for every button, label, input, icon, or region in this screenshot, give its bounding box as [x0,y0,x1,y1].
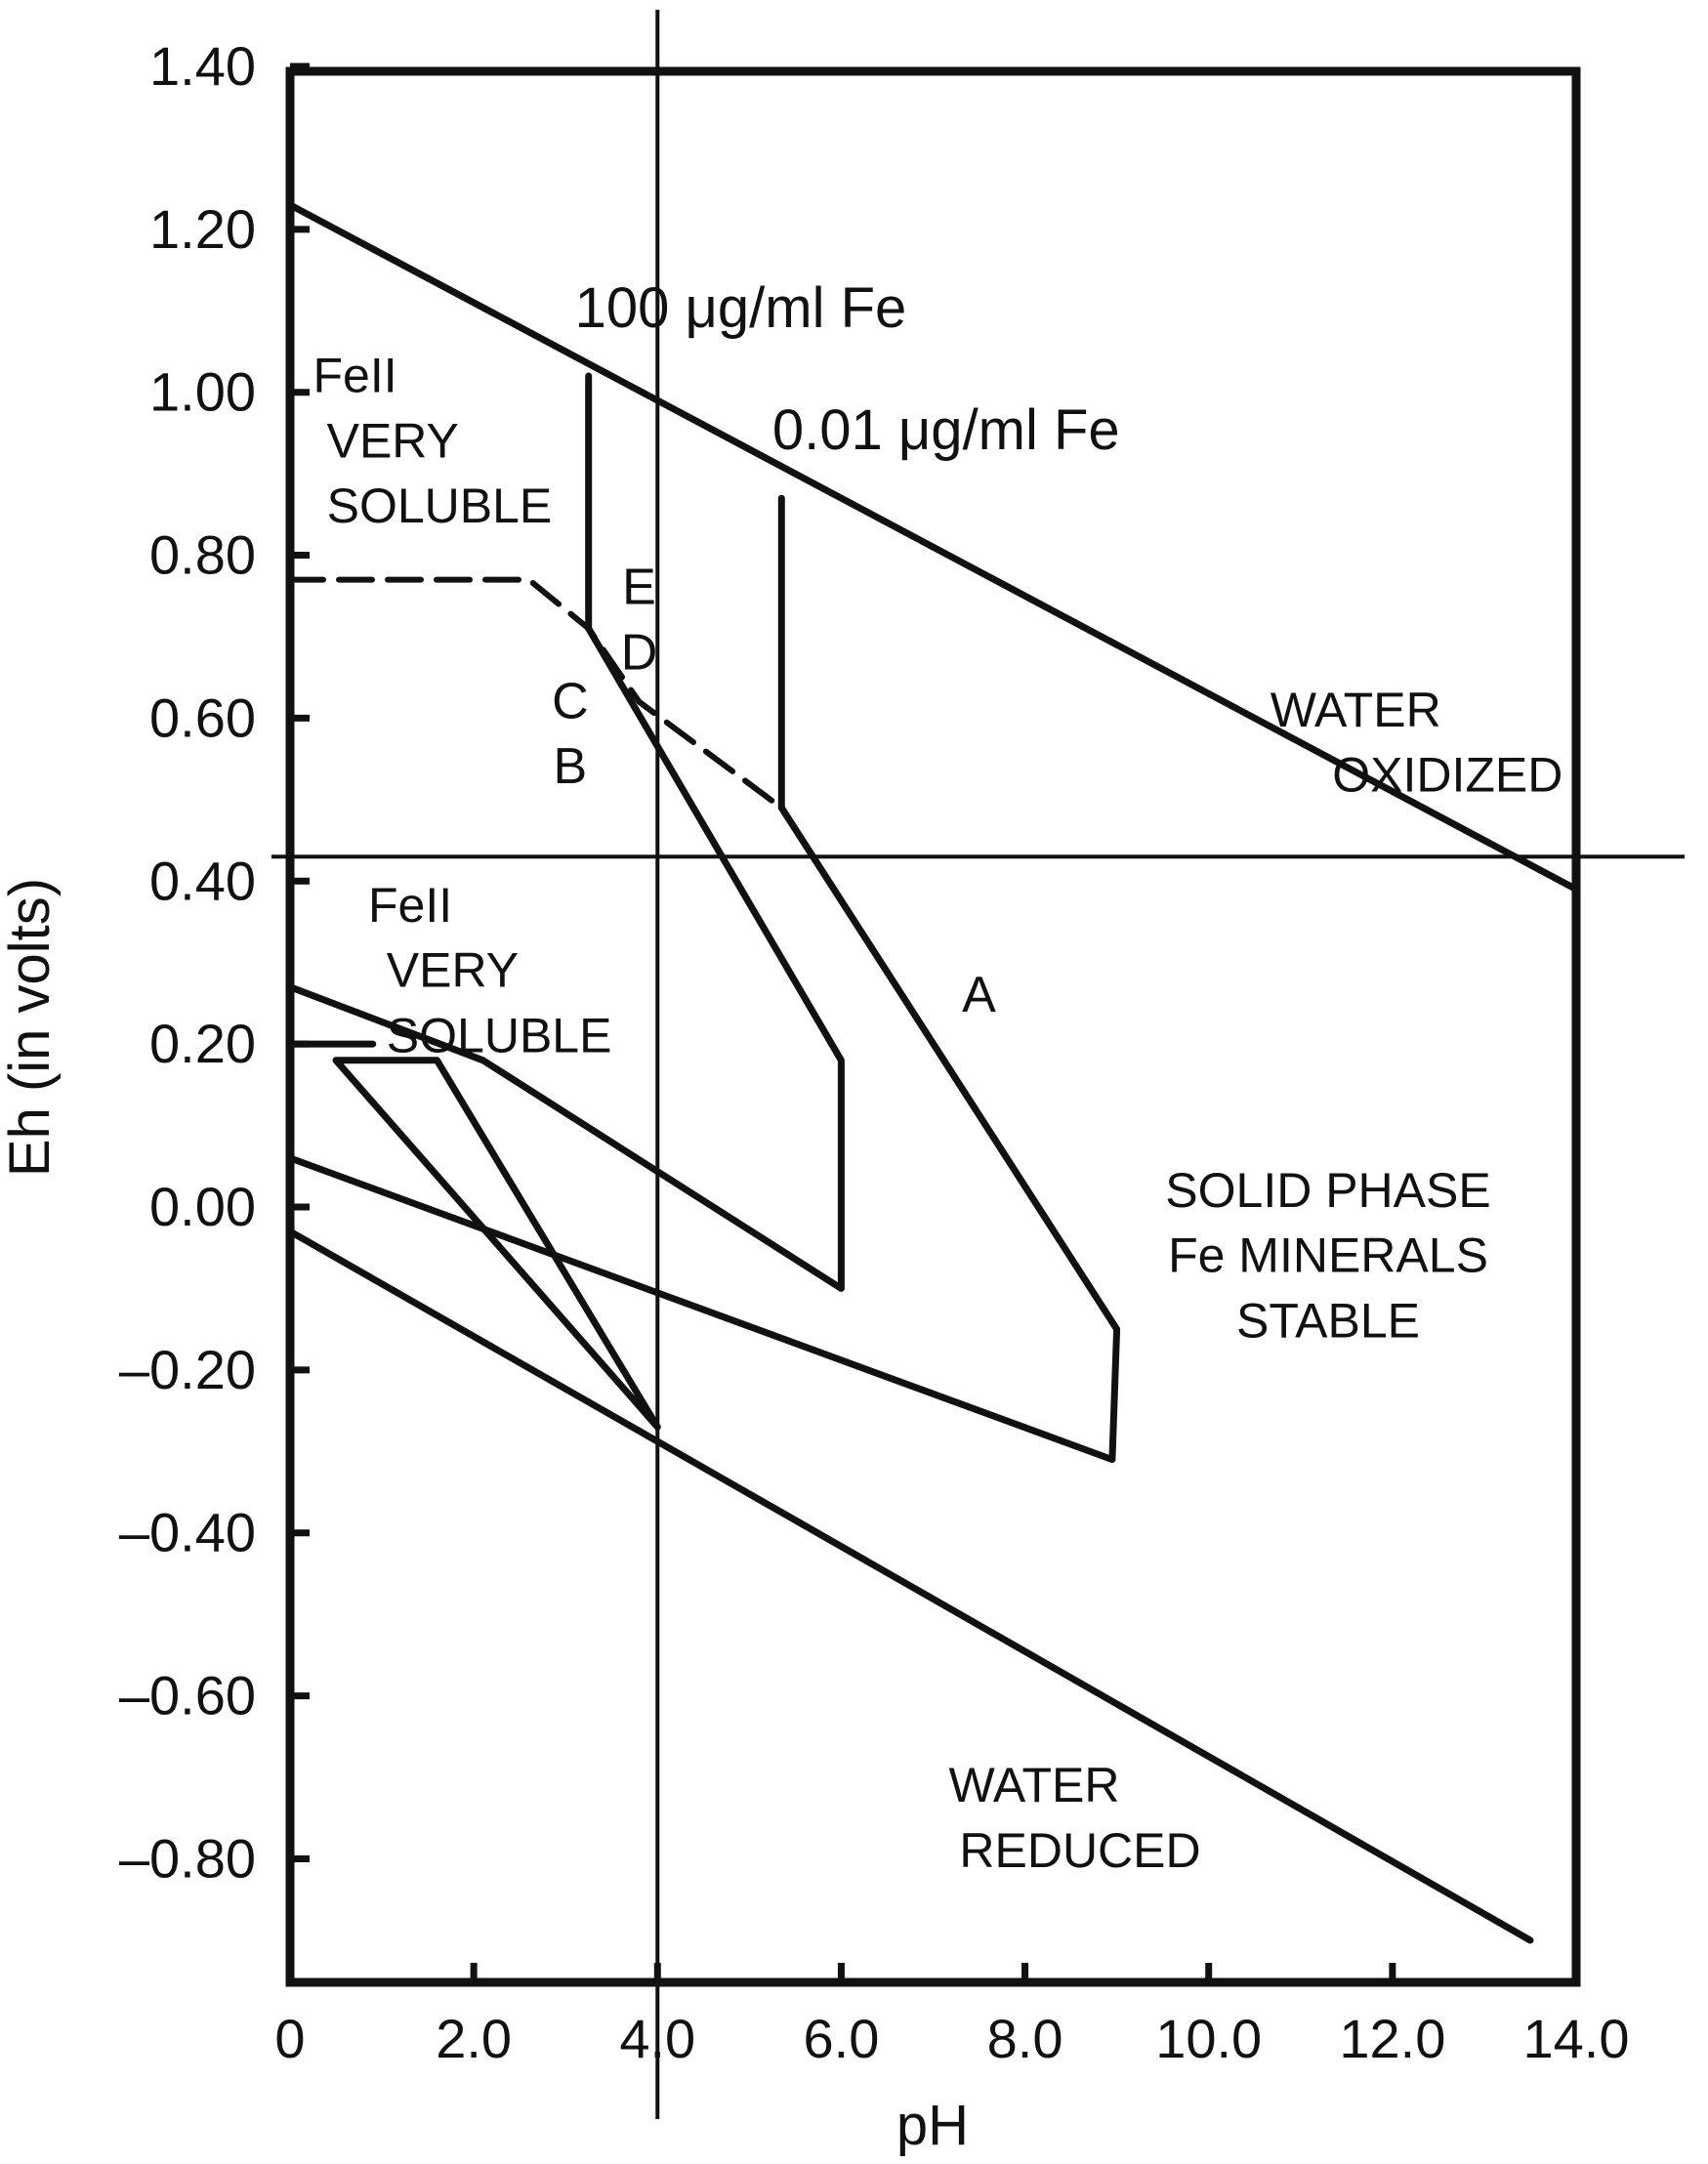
y-tick-label: 0.00 [149,1176,256,1237]
annotation-water-red-2: REDUCED [959,1823,1200,1878]
annotation-mark-D: D [621,624,658,681]
y-tick-label: 1.20 [149,198,256,260]
y-tick-label: –0.40 [119,1502,256,1563]
annotation-mark-B: B [554,738,588,795]
annotation-water-ox-2: OXIDIZED [1332,748,1562,803]
y-tick-label: –0.80 [119,1827,256,1889]
x-tick-label: 8.0 [987,2008,1063,2069]
annotation-fell-bot-2: VERY [387,943,519,998]
region-A [286,804,1121,1464]
x-tick-label: 2.0 [436,2008,512,2069]
annotation-fell-top-3: SOLUBLE [327,479,553,533]
annotation-fell-top-1: FeII [313,349,397,403]
y-tick-label: 0.20 [149,1013,256,1074]
region-labels: 100 μg/ml Fe 0.01 μg/ml Fe FeII VERY SOLUBLE… [313,276,1563,1878]
annotation-water-red-1: WATER [949,1758,1120,1812]
annotation-mark-E: E [622,560,656,616]
tick-labels: 1.40 1.20 1.00 0.80 0.60 0.40 0.20 0.00 –0.20 –0.… [119,35,1630,2069]
annotation-conc-001: 0.01 μg/ml Fe [772,398,1120,462]
y-tick-label: 0.60 [149,687,256,748]
y-tick-label: 0.80 [149,524,256,586]
y-axis-title: Eh (in volts) [0,878,62,1177]
annotation-fell-top-2: VERY [327,413,459,468]
boundary-lines [286,201,1580,1944]
annotation-solid-2: Fe MINERALS [1168,1228,1488,1283]
annotation-conc-100: 100 μg/ml Fe [575,276,907,340]
y-tick-label: –0.60 [119,1665,256,1727]
annotation-solid-1: SOLID PHASE [1165,1163,1490,1218]
x-axis-title: pH [896,2094,969,2157]
x-tick-label: 0 [274,2008,305,2069]
annotation-mark-C: C [552,673,589,729]
annotation-fell-bot-1: FeII [368,878,452,933]
water-oxidized-boundary [286,201,1580,894]
y-tick-label: 0.40 [149,850,256,911]
annotation-solid-3: STABLE [1236,1294,1420,1349]
y-tick-label: 1.40 [149,35,256,97]
inner-triangle [332,1057,661,1431]
water-reduced-boundary [286,1228,1534,1944]
y-tick-label: –0.20 [119,1339,256,1400]
annotation-water-ox-1: WATER [1271,683,1441,737]
reference-lines [271,10,1685,2119]
x-tick-label: 12.0 [1339,2008,1445,2069]
region-B-C [286,625,845,1292]
annotation-fell-bot-3: SOLUBLE [387,1009,612,1063]
y-tick-label: 1.00 [149,361,256,423]
x-tick-label: 14.0 [1523,2008,1630,2069]
x-tick-label: 6.0 [803,2008,879,2069]
x-tick-label: 4.0 [619,2008,695,2069]
annotation-mark-A: A [962,967,996,1023]
x-tick-label: 10.0 [1155,2008,1262,2069]
plot-frame [285,66,1581,1987]
